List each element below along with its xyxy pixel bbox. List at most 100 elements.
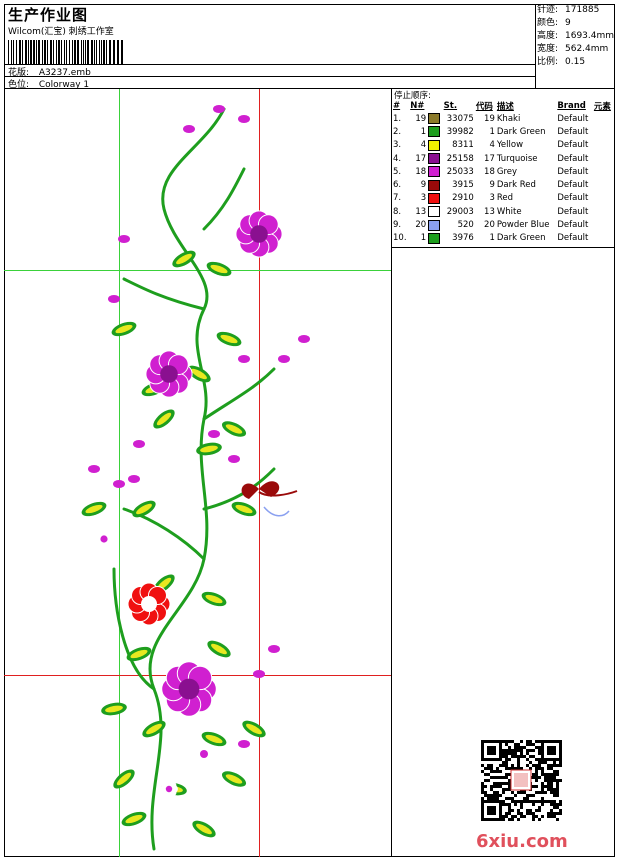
row-description: Dark Green: [496, 126, 546, 137]
bud: [88, 465, 100, 473]
color-swatch: [427, 139, 442, 152]
row-index: 9.: [393, 220, 402, 231]
row-code: 9: [489, 180, 495, 191]
stat-label: 颜色:: [537, 18, 559, 28]
stop-sequence-panel: 停止顺序: # N# St. 代码 描述 Brand 元素 1. 19 33075 1…: [392, 89, 615, 857]
row-needle: 1: [420, 126, 427, 137]
stat-label: 比例:: [537, 57, 559, 67]
col-header: St.: [443, 101, 458, 111]
color-swatch: [427, 218, 442, 231]
table-row[interactable]: 2. 1 39982 1 Dark Green Default: [392, 125, 614, 138]
color-swatch-icon: [428, 139, 441, 151]
table-row[interactable]: 7. 3 2910 3 Red Default: [392, 192, 614, 205]
flower-small: [94, 529, 114, 549]
table-row[interactable]: 10. 1 3976 1 Dark Green Default: [392, 232, 614, 245]
col-header: 代码: [475, 102, 493, 112]
row-index: 3.: [393, 140, 402, 151]
stat-value: 562.4mm: [565, 44, 609, 54]
color-swatch-icon: [428, 153, 441, 165]
row-element: [593, 232, 614, 245]
bud: [213, 105, 225, 113]
row-description: Yellow: [496, 140, 524, 151]
color-swatch-icon: [428, 166, 441, 178]
stop-sequence-title: 停止顺序:: [394, 91, 431, 101]
bud: [108, 295, 120, 303]
colorway-label: 色位:: [8, 80, 30, 90]
stop-sequence-table: # N# St. 代码 描述 Brand 元素 1. 19 33075 19 Khaki…: [392, 100, 614, 245]
leaf: [101, 702, 127, 716]
color-swatch-icon: [428, 179, 441, 191]
row-code: 17: [484, 153, 495, 164]
bud: [228, 455, 240, 463]
bud: [208, 430, 220, 438]
row-stitches: 3976: [452, 233, 474, 244]
leaf: [221, 421, 247, 437]
color-swatch: [427, 232, 442, 245]
row-needle: 20: [415, 220, 427, 231]
table-row[interactable]: 3. 4 8311 4 Yellow Default: [392, 139, 614, 152]
color-swatch-icon: [428, 232, 441, 244]
row-description: Turquoise: [496, 153, 538, 164]
divider: [4, 76, 535, 77]
row-brand: Default: [557, 153, 589, 164]
color-swatch: [427, 192, 442, 205]
leaf: [111, 321, 137, 337]
table-row[interactable]: 9. 20 520 20 Powder Blue Default: [392, 218, 614, 231]
leaf: [121, 811, 147, 827]
table-row[interactable]: 5. 18 25033 18 Grey Default: [392, 165, 614, 178]
main-stem: [148, 107, 226, 851]
row-element: [593, 125, 614, 138]
color-swatch: [427, 205, 442, 218]
bud: [278, 355, 290, 363]
flower-small: [193, 743, 215, 765]
row-code: 13: [484, 206, 495, 217]
leaf: [201, 731, 227, 747]
header: 生产作业图 Wilcom(汇宝) 刺绣工作室 花版: A3237.emb 色位:…: [4, 4, 615, 90]
bud: [268, 645, 280, 653]
row-description: Dark Green: [496, 233, 546, 244]
row-description: Khaki: [496, 113, 521, 124]
design-canvas[interactable]: [4, 89, 392, 857]
table-row[interactable]: 6. 9 3915 9 Dark Red Default: [392, 178, 614, 191]
flower-peony: [235, 210, 283, 258]
row-needle: 13: [415, 206, 427, 217]
header-left: 生产作业图 Wilcom(汇宝) 刺绣工作室 花版: A3237.emb 色位:…: [4, 4, 536, 90]
bud: [238, 355, 250, 363]
divider: [392, 247, 615, 248]
stat-label: 针迹:: [537, 5, 559, 15]
flower-peony: [145, 350, 193, 398]
color-swatch-icon: [428, 126, 441, 138]
leaf: [81, 501, 107, 517]
row-brand: Default: [557, 126, 589, 137]
leaf: [153, 409, 175, 429]
row-element: [593, 205, 614, 218]
bud: [238, 740, 250, 748]
stat-scale: 比例: 0.15: [537, 56, 615, 69]
row-code: 1: [489, 126, 495, 137]
row-needle: 18: [415, 166, 427, 177]
row-stitches: 2910: [452, 193, 474, 204]
table-row[interactable]: 8. 13 29003 13 White Default: [392, 205, 614, 218]
table-row[interactable]: 4. 17 25158 17 Turquoise Default: [392, 152, 614, 165]
watermark: 6xiu.com: [476, 831, 568, 852]
row-index: 2.: [393, 126, 402, 137]
flower-peony-red: [127, 582, 171, 626]
embroidery-design: [81, 105, 310, 851]
stat-width: 宽度: 562.4mm: [537, 43, 615, 56]
row-index: 6.: [393, 180, 402, 191]
qr-code-icon[interactable]: [480, 739, 562, 821]
table-row[interactable]: 1. 19 33075 19 Khaki Default: [392, 112, 614, 125]
color-swatch: [427, 178, 442, 191]
bud: [128, 475, 140, 483]
row-index: 4.: [393, 153, 402, 164]
stat-value: 0.15: [565, 57, 586, 67]
branch-stem: [112, 567, 156, 691]
company-name: Wilcom(汇宝) 刺绣工作室: [8, 27, 114, 37]
row-needle: 17: [415, 153, 427, 164]
row-brand: Default: [557, 233, 589, 244]
bud: [238, 115, 250, 123]
leaf: [242, 720, 266, 738]
color-swatch-icon: [428, 192, 441, 204]
row-needle: 1: [420, 233, 427, 244]
row-code: 4: [489, 140, 495, 151]
